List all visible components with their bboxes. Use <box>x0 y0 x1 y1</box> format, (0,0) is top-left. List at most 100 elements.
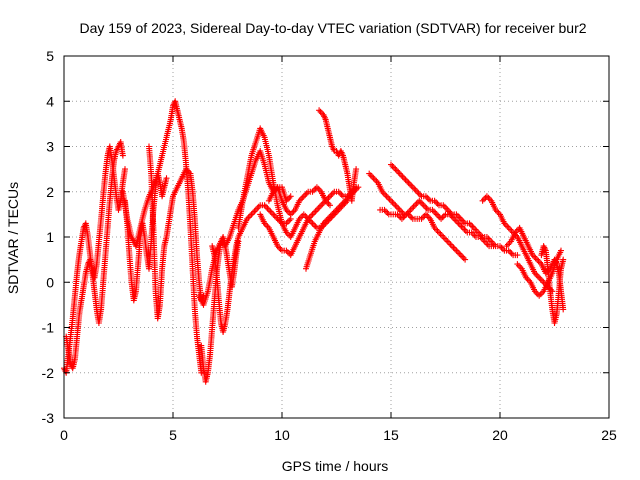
data-point <box>411 185 418 192</box>
data-point <box>311 221 317 228</box>
data-point <box>456 250 463 257</box>
data-point <box>436 229 442 236</box>
data-point <box>251 208 258 215</box>
data-point <box>469 223 476 230</box>
ticks-layer <box>63 55 610 419</box>
data-point <box>417 199 424 206</box>
series-sat-m <box>316 107 360 204</box>
data-point <box>247 212 253 219</box>
data-point <box>507 249 514 256</box>
x-tick-label: 0 <box>60 427 68 443</box>
data-point <box>430 208 437 215</box>
data-point <box>390 164 397 171</box>
y-tick-labels: -3 -2 -1 0 1 2 3 4 5 <box>42 48 55 426</box>
data-point <box>410 203 417 210</box>
data-point <box>434 200 441 207</box>
data-point <box>504 223 511 230</box>
data-point <box>451 246 458 253</box>
data-point <box>284 218 291 225</box>
data-point <box>299 194 306 201</box>
data-point <box>446 240 453 246</box>
data-point <box>425 196 432 203</box>
x-axis-label: GPS time / hours <box>282 458 389 474</box>
y-tick-label: -1 <box>42 320 55 336</box>
y-axis-label: SDTVAR / TECUs <box>5 182 21 294</box>
data-point <box>353 166 360 173</box>
data-point <box>443 237 450 243</box>
data-point <box>303 190 310 197</box>
x-tick-label: 25 <box>601 427 617 443</box>
data-point <box>441 212 447 219</box>
data-point <box>439 214 446 221</box>
data-point <box>327 202 333 209</box>
data-point <box>420 214 426 221</box>
series-sat-p <box>388 161 521 259</box>
data-point <box>408 214 415 221</box>
data-point <box>372 176 378 183</box>
data-point <box>312 208 319 215</box>
data-point <box>432 209 439 216</box>
data-point <box>316 107 323 114</box>
data-point <box>385 194 392 201</box>
data-point <box>534 273 541 280</box>
data-point <box>424 194 431 201</box>
data-point <box>255 203 262 210</box>
data-point <box>440 234 447 240</box>
data-point <box>317 108 324 115</box>
data-point <box>308 212 315 219</box>
data-point <box>534 256 541 263</box>
data-point <box>489 240 496 246</box>
data-point <box>413 200 420 207</box>
data-point <box>268 209 275 216</box>
data-point <box>382 191 389 198</box>
data-point <box>122 166 128 173</box>
data-point <box>248 211 255 218</box>
data-point <box>263 203 269 210</box>
y-tick-label: 2 <box>46 184 54 200</box>
y-tick-label: 1 <box>46 229 54 245</box>
data-point <box>514 252 521 259</box>
y-tick-label: -2 <box>42 365 55 381</box>
data-point <box>537 276 544 283</box>
x-tick-label: 20 <box>492 427 508 443</box>
data-point <box>419 200 426 207</box>
data-point <box>441 203 448 210</box>
data-point <box>327 193 333 200</box>
y-tick-label: -3 <box>42 410 55 426</box>
data-point <box>302 191 309 198</box>
data-point <box>383 193 390 200</box>
data-point <box>270 211 277 218</box>
data-point <box>284 249 291 256</box>
data-point <box>163 175 170 182</box>
data-point <box>400 214 407 221</box>
data-point <box>406 208 413 215</box>
data-point <box>537 291 544 298</box>
data-point <box>316 203 323 210</box>
data-point <box>392 166 399 173</box>
data-point <box>318 202 325 209</box>
data-point <box>395 169 402 176</box>
data-point <box>313 184 320 191</box>
data-point <box>286 194 293 201</box>
data-point <box>434 228 441 234</box>
data-point <box>433 199 440 206</box>
data-point <box>479 197 486 204</box>
data-points-layer <box>61 98 567 385</box>
x-tick-label: 5 <box>169 427 177 443</box>
data-point <box>328 191 335 198</box>
x-tick-labels: 0 5 10 15 20 25 <box>60 427 617 443</box>
data-point <box>424 212 431 219</box>
data-point <box>558 247 564 254</box>
data-point <box>437 231 444 237</box>
series-sat-k <box>265 184 333 218</box>
data-point <box>460 255 467 262</box>
data-point <box>560 256 567 263</box>
data-point <box>315 185 322 192</box>
series-sat-s <box>514 247 564 299</box>
data-point <box>287 193 294 200</box>
data-point <box>438 215 445 222</box>
data-point <box>422 203 429 210</box>
data-point <box>401 175 408 182</box>
data-point <box>435 212 442 219</box>
